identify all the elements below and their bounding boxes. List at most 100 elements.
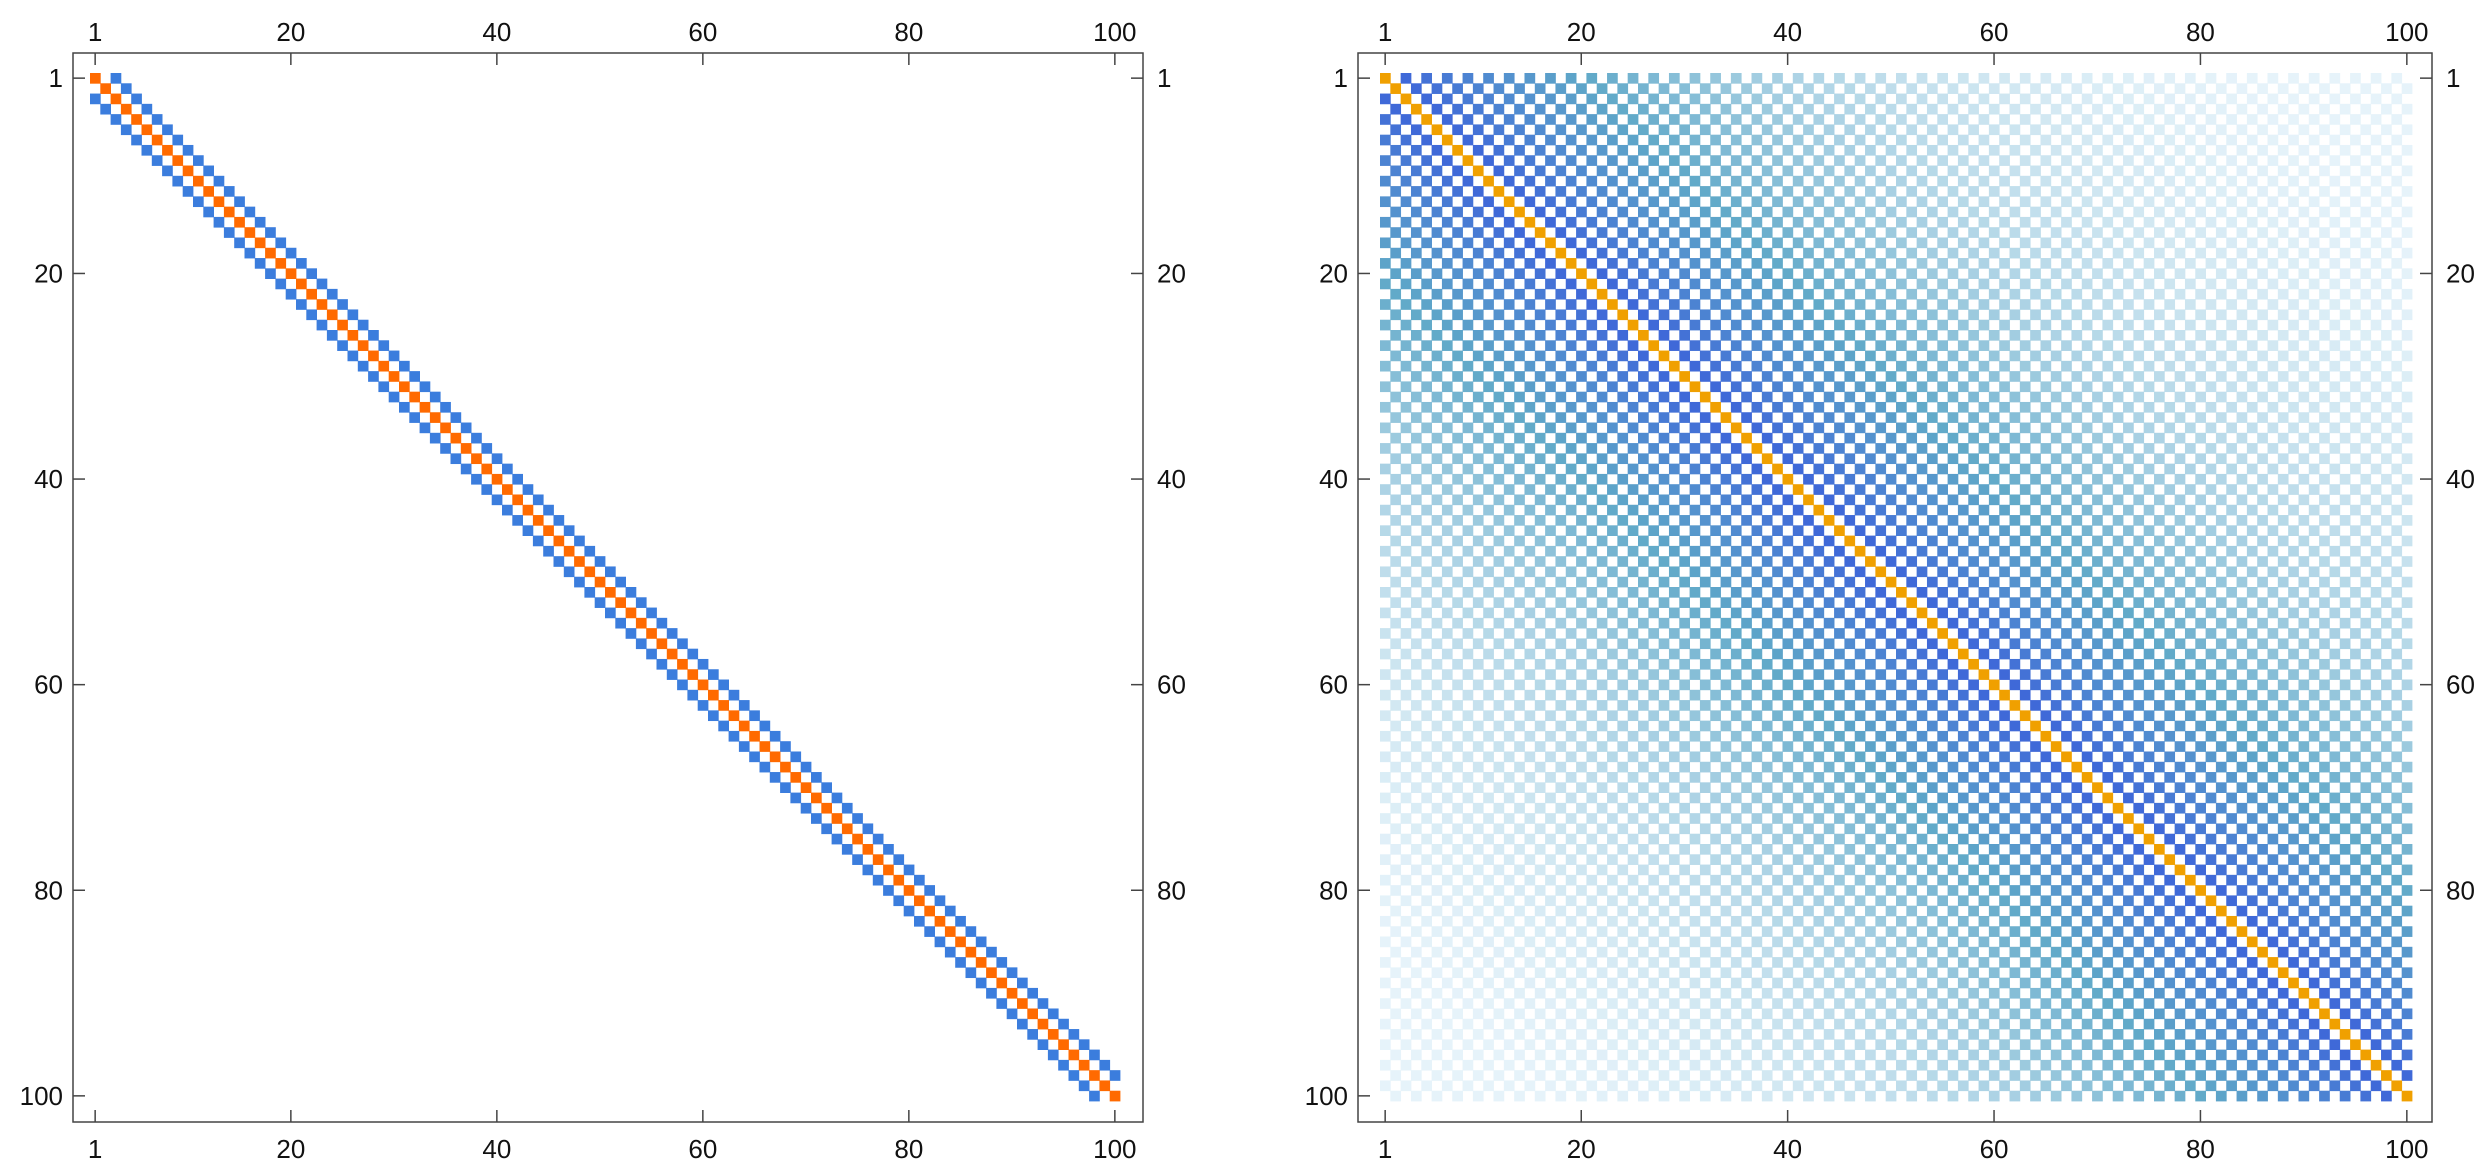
matrix-cell	[852, 833, 863, 845]
matrix-cell	[1957, 936, 1969, 948]
matrix-cell	[1514, 617, 1525, 629]
matrix-cell	[1813, 607, 1825, 619]
matrix-cell	[1421, 710, 1432, 722]
matrix-cell	[2205, 730, 2217, 742]
matrix-cell	[172, 134, 184, 146]
matrix-cell	[1648, 114, 1660, 125]
matrix-cell	[1730, 463, 1742, 475]
matrix-cell	[1441, 134, 1453, 146]
matrix-cell	[2205, 1018, 2217, 1030]
matrix-cell	[1854, 710, 1866, 722]
matrix-cell	[2061, 669, 2072, 680]
matrix-cell	[1441, 710, 1453, 722]
matrix-cell	[2370, 648, 2382, 660]
matrix-cell	[2329, 730, 2341, 742]
matrix-cell	[1968, 371, 1979, 382]
matrix-cell	[1792, 772, 1804, 783]
matrix-cell	[2092, 802, 2103, 814]
matrix-cell	[1596, 453, 1608, 465]
matrix-cell	[2226, 463, 2237, 475]
matrix-cell	[1823, 432, 1835, 444]
matrix-cell	[1648, 155, 1660, 166]
matrix-cell	[1441, 484, 1453, 495]
matrix-cell	[1720, 309, 1732, 321]
matrix-cell	[2288, 73, 2299, 84]
matrix-cell	[1668, 957, 1680, 968]
matrix-cell	[1968, 679, 1979, 691]
matrix-cell	[2391, 93, 2403, 105]
matrix-cell	[2102, 319, 2114, 331]
matrix-cell	[2009, 679, 2021, 691]
matrix-cell	[1617, 761, 1629, 773]
matrix-cell	[2205, 319, 2217, 331]
matrix-cell	[1596, 83, 1608, 94]
matrix-cell	[996, 957, 1008, 968]
matrix-cell	[2381, 432, 2392, 444]
matrix-cell	[2040, 299, 2052, 310]
matrix-cell	[1689, 895, 1701, 907]
matrix-cell	[1586, 813, 1598, 824]
matrix-cell	[924, 926, 935, 937]
matrix-cell	[2050, 165, 2062, 177]
matrix-cell	[1462, 155, 1474, 166]
matrix-cell	[2267, 772, 2279, 783]
matrix-cell	[1834, 340, 1845, 351]
matrix-cell	[2123, 401, 2134, 413]
matrix-cell	[1689, 463, 1701, 475]
matrix-cell	[2123, 278, 2134, 290]
matrix-cell	[2154, 967, 2165, 979]
matrix-cell	[203, 206, 214, 218]
matrix-cell	[1978, 258, 1990, 269]
matrix-cell	[1421, 360, 1432, 372]
matrix-cell	[1627, 936, 1639, 948]
matrix-cell	[2019, 936, 2031, 948]
matrix-cell	[1400, 566, 1412, 578]
matrix-cell	[1524, 833, 1536, 845]
matrix-cell	[1751, 340, 1763, 351]
matrix-cell	[2102, 710, 2114, 722]
matrix-cell	[2339, 844, 2351, 855]
matrix-cell	[543, 545, 554, 557]
matrix-cell	[1607, 628, 1618, 639]
matrix-cell	[2288, 730, 2299, 742]
matrix-cell	[1947, 535, 1959, 547]
matrix-cell	[1503, 854, 1515, 865]
matrix-cell	[1844, 946, 1856, 958]
matrix-cell	[2195, 494, 2206, 506]
matrix-cell	[2030, 330, 2041, 341]
matrix-cell	[1534, 432, 1546, 444]
matrix-cell	[1978, 237, 1990, 249]
matrix-cell	[1947, 309, 1959, 321]
matrix-cell	[1761, 926, 1773, 937]
matrix-cell	[1906, 144, 1918, 156]
matrix-cell	[1906, 309, 1918, 321]
matrix-cell	[1844, 124, 1856, 136]
matrix-cell	[1410, 885, 1422, 896]
matrix-cell	[2257, 802, 2268, 814]
matrix-cell	[2195, 782, 2206, 793]
matrix-cell	[1545, 155, 1556, 166]
matrix-cell	[2081, 175, 2093, 187]
matrix-cell	[1875, 443, 1887, 454]
matrix-cell	[1865, 864, 1876, 876]
matrix-cell	[1472, 741, 1484, 752]
matrix-cell	[2215, 638, 2227, 650]
matrix-cell	[182, 186, 194, 197]
matrix-cell	[1772, 854, 1783, 865]
matrix-cell	[1916, 237, 1928, 249]
matrix-cell	[1586, 155, 1598, 166]
matrix-cell	[1627, 730, 1639, 742]
matrix-cell	[326, 288, 338, 300]
matrix-cell	[1988, 494, 2000, 506]
matrix-cell	[1699, 186, 1711, 197]
matrix-cell	[2246, 730, 2258, 742]
matrix-cell	[2236, 103, 2248, 115]
matrix-cell	[1514, 206, 1525, 218]
matrix-cell	[2401, 124, 2413, 136]
matrix-cell	[1390, 391, 1402, 403]
matrix-cell	[1926, 83, 1938, 94]
matrix-cell	[2308, 710, 2320, 722]
matrix-cell	[2339, 515, 2351, 526]
matrix-cell	[2050, 823, 2062, 835]
matrix-cell	[2040, 340, 2052, 351]
